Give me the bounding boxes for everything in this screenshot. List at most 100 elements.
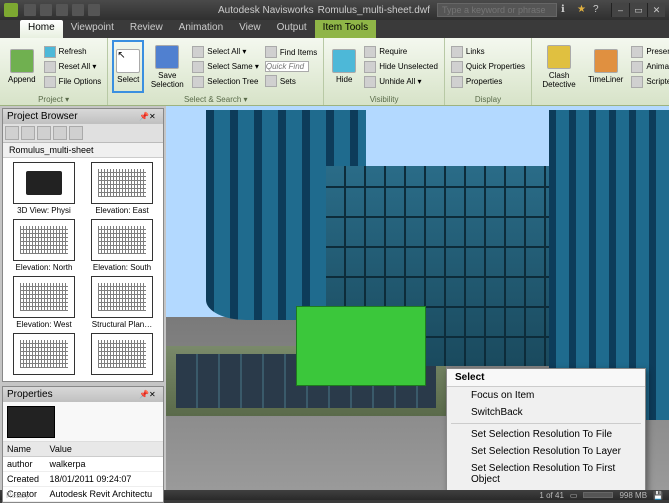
context-menu-header: Select bbox=[447, 369, 645, 387]
context-menu-item[interactable]: Set Selection Resolution To Last Object bbox=[447, 488, 645, 490]
qat-new-icon[interactable] bbox=[24, 4, 36, 16]
doc-header[interactable]: Romulus_multi-sheet bbox=[3, 143, 163, 158]
properties-title[interactable]: Properties 📌✕ bbox=[3, 387, 163, 402]
disk-icon[interactable]: 💾 bbox=[653, 491, 663, 500]
pin-icon[interactable]: 📌 bbox=[139, 390, 149, 400]
quick-find-input[interactable] bbox=[263, 60, 319, 73]
pin-icon[interactable]: 📌 bbox=[139, 112, 149, 122]
qat-redo-icon[interactable] bbox=[88, 4, 100, 16]
maximize-button[interactable]: ▭ bbox=[629, 3, 647, 17]
selection-tree-button[interactable]: Selection Tree bbox=[190, 75, 261, 89]
timeliner-button[interactable]: TimeLiner bbox=[584, 40, 627, 93]
context-menu-item[interactable]: Focus on Item bbox=[447, 387, 645, 404]
clash-button[interactable]: Clash Detective bbox=[536, 40, 582, 93]
tab-review[interactable]: Review bbox=[122, 20, 171, 38]
title-bar: Autodesk Navisworks Romulus_multi-sheet.… bbox=[0, 0, 669, 20]
reset-all-button[interactable]: Reset All ▾ bbox=[42, 60, 104, 74]
close-panel-icon[interactable]: ✕ bbox=[149, 112, 159, 122]
info-icon[interactable]: ℹ bbox=[561, 4, 573, 16]
project-browser-title[interactable]: Project Browser 📌✕ bbox=[3, 109, 163, 124]
pb-tool-2[interactable] bbox=[21, 126, 35, 140]
hide-button[interactable]: Hide bbox=[328, 40, 360, 93]
close-panel-icon[interactable]: ✕ bbox=[149, 390, 159, 400]
table-row[interactable]: authorwalkerpa bbox=[3, 457, 163, 472]
search-input[interactable] bbox=[437, 3, 557, 17]
tab-output[interactable]: Output bbox=[269, 20, 315, 38]
table-row[interactable]: Created18/01/2011 09:24:07 bbox=[3, 472, 163, 487]
refresh-button[interactable]: Refresh bbox=[42, 45, 104, 59]
project-browser-toolbar bbox=[3, 124, 163, 143]
star-icon[interactable]: ★ bbox=[577, 4, 589, 16]
minimize-button[interactable]: – bbox=[611, 3, 629, 17]
window-controls: – ▭ ✕ bbox=[611, 3, 665, 17]
tab-animation[interactable]: Animation bbox=[171, 20, 231, 38]
require-button[interactable]: Require bbox=[362, 45, 440, 59]
help-area: ℹ ★ ? bbox=[561, 4, 605, 16]
qat-undo-icon[interactable] bbox=[72, 4, 84, 16]
ribbon-group-display: Links Quick Properties Properties Displa… bbox=[445, 38, 532, 105]
ribbon-group-visibility: Hide Require Hide Unselected Unhide All … bbox=[324, 38, 445, 105]
thumbnail-item[interactable]: Structural Plan… bbox=[85, 276, 159, 329]
thumbnail-item[interactable]: Elevation: West bbox=[7, 276, 81, 329]
find-items-button[interactable]: Find Items bbox=[263, 45, 319, 59]
thumbnail-item[interactable]: Elevation: North bbox=[7, 219, 81, 272]
pb-tool-5[interactable] bbox=[69, 126, 83, 140]
thumbnail-item[interactable]: 3D View: Physi bbox=[7, 162, 81, 215]
context-menu-item[interactable]: Set Selection Resolution To First Object bbox=[447, 460, 645, 488]
tab-view[interactable]: View bbox=[231, 20, 269, 38]
select-same-button[interactable]: Select Same ▾ bbox=[190, 60, 261, 74]
pb-tool-4[interactable] bbox=[53, 126, 67, 140]
sheet-nav-icon[interactable]: ▭ bbox=[570, 491, 578, 500]
side-panel: Project Browser 📌✕ Romulus_multi-sheet 3… bbox=[0, 106, 166, 490]
qat-save-icon[interactable] bbox=[56, 4, 68, 16]
properties-button[interactable]: Properties bbox=[449, 75, 527, 89]
close-button[interactable]: ✕ bbox=[647, 3, 665, 17]
scripter-button[interactable]: Scripter bbox=[629, 75, 669, 89]
project-browser-body[interactable]: 3D View: PhysiElevation: EastElevation: … bbox=[3, 158, 163, 381]
app-title: Autodesk Navisworks bbox=[218, 5, 314, 16]
sets-button[interactable]: Sets bbox=[263, 74, 319, 88]
pb-tool-3[interactable] bbox=[37, 126, 51, 140]
memory-indicator: 998 MB bbox=[619, 491, 647, 500]
save-selection-button[interactable]: Save Selection bbox=[146, 40, 188, 93]
ribbon-group-select: ↖Select Save Selection Select All ▾ Sele… bbox=[108, 38, 324, 105]
quick-access-toolbar bbox=[24, 4, 100, 16]
quick-props-button[interactable]: Quick Properties bbox=[449, 60, 527, 74]
project-browser-panel: Project Browser 📌✕ Romulus_multi-sheet 3… bbox=[2, 108, 164, 382]
viewport-3d[interactable]: Select Focus on ItemSwitchBack Set Select… bbox=[166, 106, 669, 490]
selected-element[interactable] bbox=[296, 306, 426, 386]
select-button[interactable]: ↖Select bbox=[112, 40, 144, 93]
page-indicator[interactable]: 1 of 41 bbox=[539, 491, 563, 500]
help-icon[interactable]: ? bbox=[593, 4, 605, 16]
properties-panel: Properties 📌✕ NameValue authorwalkerpaCr… bbox=[2, 386, 164, 503]
context-menu-item[interactable]: Set Selection Resolution To Layer bbox=[447, 443, 645, 460]
ribbon-group-project: Append Refresh Reset All ▾ File Options … bbox=[0, 38, 108, 105]
tab-viewpoint[interactable]: Viewpoint bbox=[63, 20, 122, 38]
links-button[interactable]: Links bbox=[449, 45, 527, 59]
thumbnail-item[interactable]: Elevation: South bbox=[85, 219, 159, 272]
tab-home[interactable]: Home bbox=[20, 20, 63, 38]
append-button[interactable]: Append bbox=[4, 40, 40, 93]
app-icon[interactable] bbox=[4, 3, 18, 17]
thumbnail-item[interactable] bbox=[85, 333, 159, 377]
tab-item-tools[interactable]: Item Tools bbox=[315, 20, 376, 38]
status-text: Ready bbox=[6, 491, 29, 500]
doc-title: Romulus_multi-sheet.dwf bbox=[318, 5, 430, 16]
hide-unselected-button[interactable]: Hide Unselected bbox=[362, 60, 440, 74]
ribbon-tabs: Home Viewpoint Review Animation View Out… bbox=[0, 20, 669, 38]
thumbnail-item[interactable] bbox=[7, 333, 81, 377]
select-all-button[interactable]: Select All ▾ bbox=[190, 45, 261, 59]
ribbon-group-tools: Clash Detective TimeLiner Presenter Anim… bbox=[532, 38, 669, 105]
qat-open-icon[interactable] bbox=[40, 4, 52, 16]
presenter-button[interactable]: Presenter bbox=[629, 45, 669, 59]
context-menu: Select Focus on ItemSwitchBack Set Select… bbox=[446, 368, 646, 490]
unhide-all-button[interactable]: Unhide All ▾ bbox=[362, 75, 440, 89]
pb-tool-1[interactable] bbox=[5, 126, 19, 140]
animator-button[interactable]: Animator bbox=[629, 60, 669, 74]
body-area: Project Browser 📌✕ Romulus_multi-sheet 3… bbox=[0, 106, 669, 490]
ribbon: Append Refresh Reset All ▾ File Options … bbox=[0, 38, 669, 106]
context-menu-item[interactable]: SwitchBack bbox=[447, 404, 645, 421]
context-menu-item[interactable]: Set Selection Resolution To File bbox=[447, 426, 645, 443]
file-options-button[interactable]: File Options bbox=[42, 75, 104, 89]
thumbnail-item[interactable]: Elevation: East bbox=[85, 162, 159, 215]
